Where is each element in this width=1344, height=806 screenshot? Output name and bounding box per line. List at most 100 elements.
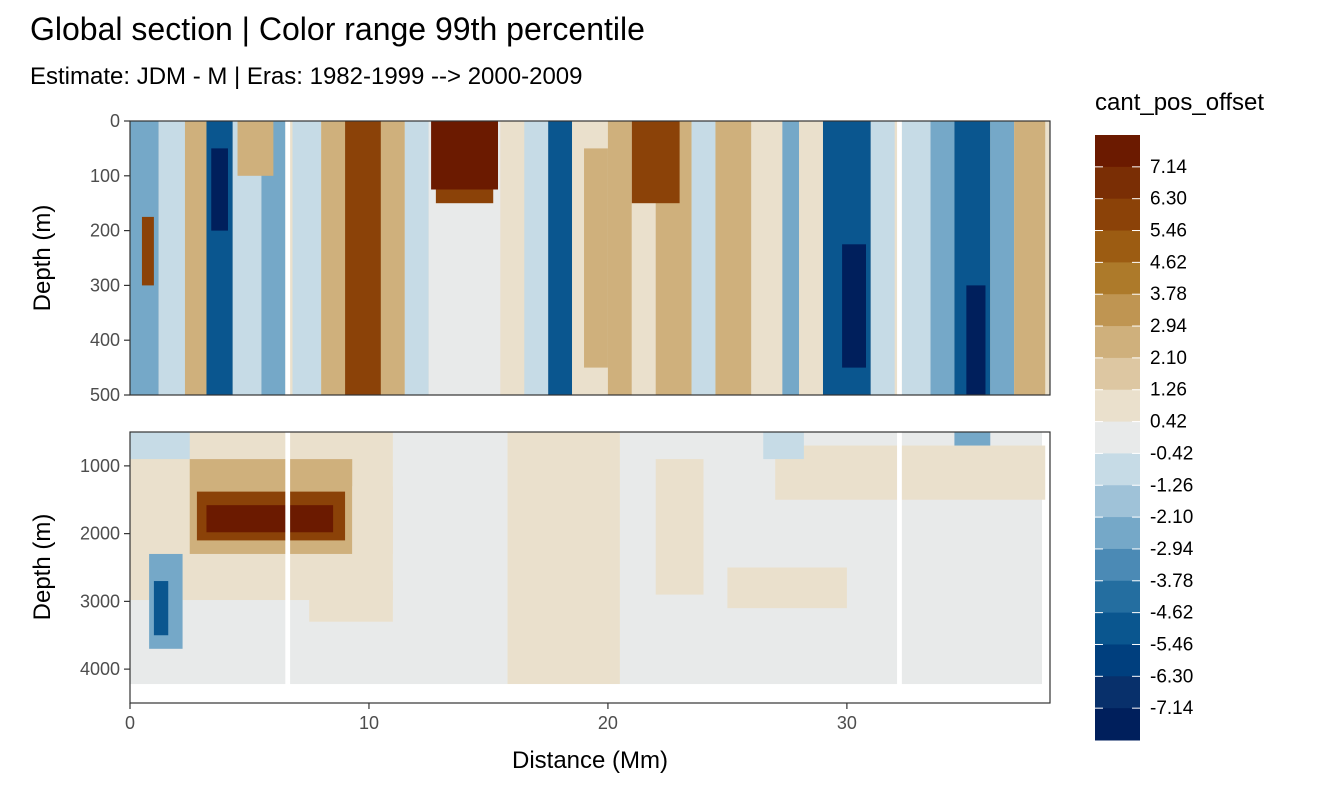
legend-swatch [1095, 230, 1140, 263]
field-band [548, 121, 573, 395]
data-gap [285, 121, 291, 395]
y-tick-label: 4000 [80, 659, 120, 679]
field-band [500, 121, 525, 395]
field-band [404, 121, 429, 395]
field-band [990, 121, 1015, 395]
y-axis-title-lower: Depth (m) [29, 514, 56, 621]
field-patch [309, 581, 393, 622]
legend-label: 5.46 [1150, 221, 1187, 242]
field-band [691, 121, 716, 395]
data-gap [897, 432, 902, 703]
chart-title: Global section | Color range 99th percen… [30, 11, 645, 47]
legend-swatch [1095, 517, 1140, 550]
panel-border [129, 120, 1051, 396]
y-tick-label: 3000 [80, 591, 120, 611]
field-patch [584, 148, 608, 368]
legend-swatch [1095, 453, 1140, 486]
field-band [930, 121, 955, 395]
legend-label: 6.30 [1150, 189, 1187, 210]
field-band [870, 121, 895, 395]
legend-label: -3.78 [1150, 571, 1193, 592]
field-band [607, 121, 632, 395]
legend-swatch [1095, 198, 1140, 232]
legend-swatch [1095, 135, 1140, 168]
field-patch [727, 567, 847, 609]
legend-label: -5.46 [1150, 634, 1193, 655]
legend-label: 3.78 [1150, 284, 1187, 305]
legend-swatch [1095, 389, 1140, 423]
x-axis: 0 10 20 30 [125, 703, 857, 733]
chart-subtitle: Estimate: JDM - M | Eras: 1982-1999 --> … [30, 63, 582, 90]
field-patch [153, 581, 169, 636]
field-band [715, 121, 752, 395]
y-tick-label: 0 [110, 111, 120, 131]
data-gap [285, 432, 291, 703]
legend-swatch [1095, 326, 1140, 359]
legend-swatch [1095, 294, 1140, 327]
y-axis-title-upper: Depth (m) [29, 205, 56, 312]
data-gap [897, 121, 902, 395]
legend-swatch [1095, 421, 1140, 454]
field-band [799, 121, 823, 395]
y-tick-label: 200 [90, 221, 120, 241]
x-tick-label: 10 [359, 713, 379, 733]
field-band [524, 121, 549, 395]
x-tick-label: 20 [598, 713, 618, 733]
field-patch [130, 432, 190, 460]
legend-title: cant_pos_offset [1095, 89, 1264, 116]
field-patch [352, 486, 393, 554]
legend-label: 2.10 [1150, 348, 1187, 369]
legend-swatch [1095, 580, 1140, 614]
legend-swatch [1095, 262, 1140, 295]
field-patch [141, 216, 154, 286]
legend: cant_pos_offset 7.14 6.30 5.46 4.62 3.78 2.94… [1095, 89, 1264, 741]
legend-swatch [1095, 485, 1140, 518]
y-tick-label: 300 [90, 275, 120, 295]
field-patch [435, 189, 494, 204]
field-band [292, 121, 322, 395]
field-band [321, 121, 346, 395]
legend-label: 2.94 [1150, 316, 1187, 337]
y-tick-label: 500 [90, 385, 120, 405]
legend-swatch [1095, 548, 1140, 582]
legend-swatch [1095, 644, 1140, 677]
field-patch [655, 459, 704, 595]
legend-label: 0.42 [1150, 412, 1187, 433]
x-tick-label: 30 [837, 713, 857, 733]
legend-label: -4.62 [1150, 603, 1193, 624]
field-patch [954, 432, 991, 446]
legend-swatch [1095, 357, 1140, 391]
field-patch [431, 121, 498, 190]
field-patch [206, 505, 334, 533]
field-patch [211, 148, 228, 231]
legend-label: -2.10 [1150, 507, 1193, 528]
y-tick-label: 100 [90, 166, 120, 186]
upper-panel: 0 100 200 300 400 500 [90, 111, 1051, 405]
y-tick-label: 1000 [80, 456, 120, 476]
field-patch [631, 121, 680, 204]
field-band [158, 121, 185, 395]
field-patch [507, 432, 620, 685]
field-band [380, 121, 405, 395]
legend-label: 7.14 [1150, 157, 1187, 178]
field-patch [775, 445, 1046, 500]
field-patch [237, 121, 274, 176]
x-tick-label: 0 [125, 713, 135, 733]
legend-label: -7.14 [1150, 698, 1194, 719]
field-band [901, 121, 931, 395]
legend-swatch [1095, 676, 1140, 709]
legend-label: -0.42 [1150, 443, 1193, 464]
legend-label: 1.26 [1150, 380, 1187, 401]
field-band [184, 121, 207, 395]
legend-label: -2.94 [1150, 539, 1194, 560]
legend-swatch [1095, 708, 1140, 741]
legend-label: -1.26 [1150, 475, 1193, 496]
field-patch [842, 244, 866, 368]
field-band [782, 121, 800, 395]
y-tick-label: 2000 [80, 524, 120, 544]
field-band [261, 121, 286, 395]
field-patch [349, 216, 377, 395]
field-band [1014, 121, 1046, 395]
legend-label: 4.62 [1150, 252, 1187, 273]
